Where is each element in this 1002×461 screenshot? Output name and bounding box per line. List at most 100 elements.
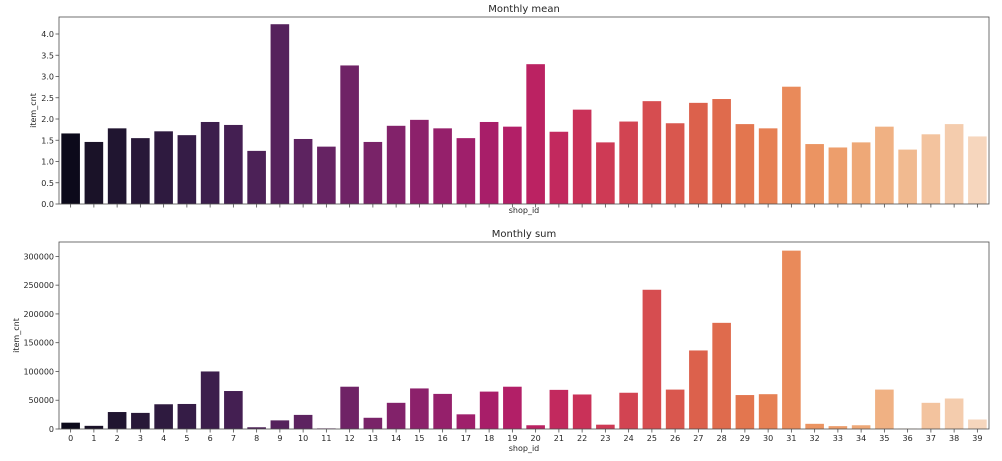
chart2-y-tick-label: 0 [49, 425, 54, 434]
chart1-bar-25 [642, 101, 662, 204]
chart2-x-tick-label: 15 [414, 434, 424, 443]
chart2-bar-27 [689, 350, 708, 429]
chart1-y-tick-label: 2.0 [41, 115, 54, 124]
chart2-bar-15 [410, 388, 429, 429]
chart1-bar-32 [805, 144, 824, 204]
chart1-bar-28 [712, 99, 731, 204]
chart1-bar-10 [293, 138, 313, 204]
chart2-bar-1 [84, 425, 104, 429]
chart2-bar-13 [363, 417, 383, 429]
chart2-x-tick-label: 3 [138, 434, 143, 443]
chart2-x-tick-label: 23 [600, 434, 610, 443]
chart2-x-tick-label: 38 [949, 434, 959, 443]
chart2-y-tick-label: 250000 [23, 281, 54, 290]
chart1-bar-35 [875, 126, 894, 204]
chart1-bar-18 [479, 121, 499, 204]
chart2-x-tick-label: 26 [670, 434, 680, 443]
chart2-x-tick-label: 18 [484, 434, 494, 443]
chart1-bar-27 [689, 102, 708, 204]
chart1-bar-36 [898, 149, 917, 204]
chart2-x-tick-label: 9 [277, 434, 282, 443]
chart2-x-tick-label: 17 [461, 434, 471, 443]
chart1-bar-7 [224, 124, 243, 204]
chart2-x-tick-label: 1 [91, 434, 96, 443]
chart1-bar-26 [665, 123, 685, 204]
chart2-x-tick-label: 30 [763, 434, 773, 443]
chart2-y-tick-label: 300000 [23, 252, 54, 261]
chart2-title: Monthly sum [492, 229, 557, 240]
chart2-bar-10 [293, 414, 313, 429]
chart1-bar-38 [944, 124, 964, 204]
chart2-x-tick-label: 22 [577, 434, 587, 443]
chart2-bar-33 [828, 426, 848, 429]
chart2-x-tick-label: 27 [693, 434, 703, 443]
chart1-bar-39 [968, 136, 987, 204]
chart2-bar-12 [340, 386, 359, 429]
chart2-y-tick-label: 200000 [23, 310, 54, 319]
chart2-x-tick-label: 29 [740, 434, 750, 443]
chart2-bar-19 [503, 386, 522, 429]
chart2-x-tick-label: 12 [345, 434, 355, 443]
chart1-y-tick-label: 1.5 [41, 136, 54, 145]
chart1-title: Monthly mean [488, 4, 560, 15]
chart2-x-tick-label: 6 [208, 434, 213, 443]
chart2-y-tick-label: 50000 [29, 396, 54, 405]
chart2-x-tick-label: 32 [810, 434, 820, 443]
chart1-bar-14 [386, 125, 406, 204]
chart2-x-tick-label: 28 [717, 434, 727, 443]
chart1-bar-31 [782, 86, 801, 204]
chart2-bar-30 [758, 394, 778, 429]
chart2-x-tick-label: 2 [115, 434, 120, 443]
chart2-bar-6 [200, 371, 220, 429]
chart2-x-tick-label: 19 [507, 434, 517, 443]
chart1-bar-16 [433, 128, 452, 204]
chart2-bar-28 [712, 322, 731, 429]
chart2-bar-17 [456, 414, 476, 429]
chart1-bar-20 [526, 64, 545, 205]
chart2-bar-9 [270, 420, 290, 429]
chart2-x-tick-label: 39 [972, 434, 982, 443]
chart2-bar-14 [386, 402, 406, 429]
chart2-x-tick-label: 14 [391, 434, 401, 443]
chart2-x-axis-label: shop_id [509, 444, 540, 453]
chart1-y-tick-label: 0.0 [41, 200, 54, 209]
chart1-bar-23 [596, 142, 615, 205]
chart2-x-tick-label: 24 [624, 434, 634, 443]
chart2-x-tick-label: 35 [879, 434, 889, 443]
chart2-bar-39 [968, 419, 987, 429]
chart2-bar-34 [851, 425, 871, 429]
chart2-bar-29 [735, 395, 755, 429]
chart2-y-tick-label: 150000 [23, 339, 54, 348]
chart2-bar-31 [782, 250, 801, 429]
chart2-bar-38 [944, 398, 964, 429]
chart1-bar-15 [410, 119, 429, 204]
chart1-bar-29 [735, 124, 755, 204]
chart2-bar-32 [805, 423, 824, 429]
chart1-bar-37 [921, 134, 941, 204]
chart2-x-tick-label: 16 [438, 434, 448, 443]
chart2-bar-8 [247, 427, 266, 429]
chart2-x-tick-label: 25 [647, 434, 657, 443]
chart2-bar-23 [596, 424, 615, 429]
chart1-y-tick-label: 1.0 [41, 158, 54, 167]
chart1-y-tick-label: 3.0 [41, 73, 54, 82]
chart2-x-tick-label: 7 [231, 434, 236, 443]
chart2-bar-18 [479, 391, 499, 429]
chart1-bar-2 [107, 128, 127, 204]
chart2-x-tick-label: 20 [531, 434, 541, 443]
chart1-bar-22 [572, 109, 592, 204]
chart2-bar-21 [549, 389, 569, 429]
chart2-x-tick-label: 4 [161, 434, 166, 443]
chart1-y-axis-label: item_cnt [29, 93, 38, 128]
chart1-y-tick-label: 3.5 [41, 51, 54, 60]
chart1-bar-30 [758, 128, 778, 204]
chart2-x-tick-label: 31 [786, 434, 796, 443]
chart2-x-tick-label: 36 [903, 434, 913, 443]
chart1-y-tick-label: 2.5 [41, 94, 54, 103]
chart2-bar-26 [665, 389, 685, 429]
chart2-bar-4 [154, 404, 173, 429]
chart1-bar-12 [340, 65, 359, 204]
chart2-x-tick-label: 13 [368, 434, 378, 443]
chart1-bar-19 [503, 126, 522, 204]
